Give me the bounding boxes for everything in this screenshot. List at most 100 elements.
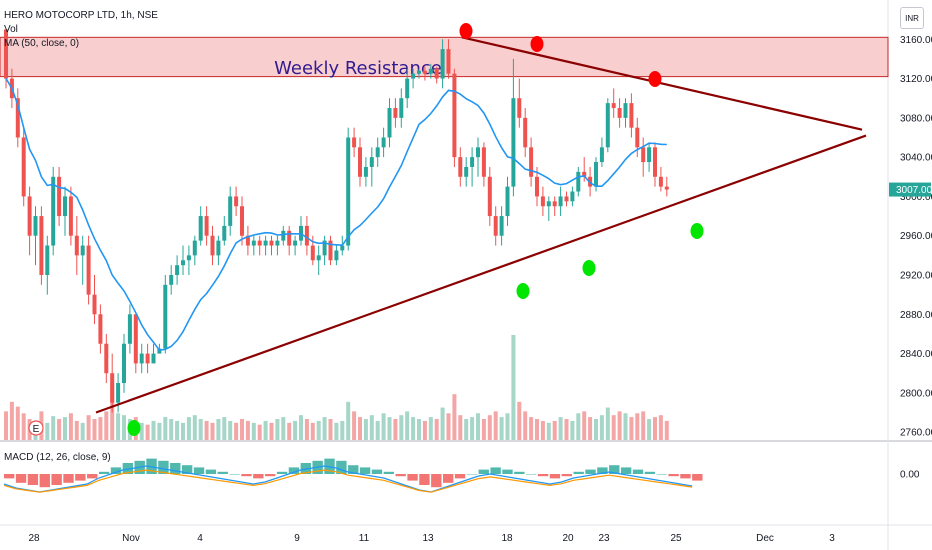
volume-bar <box>139 422 144 440</box>
volume-bar <box>387 417 392 440</box>
macd-histogram-bar <box>181 465 193 474</box>
candle-body <box>352 137 357 148</box>
volume-bar <box>452 394 457 440</box>
volume-bar <box>653 417 657 440</box>
volume-bar <box>381 413 386 440</box>
macd-histogram-bar <box>490 467 501 474</box>
candle-body <box>346 137 351 246</box>
volume-bar <box>535 419 539 440</box>
volume-bar <box>363 419 368 440</box>
volume-bar <box>322 417 327 440</box>
macd-histogram-bar <box>632 469 644 474</box>
volume-bar <box>605 407 610 440</box>
candle-body <box>393 108 398 118</box>
volume-bar <box>316 420 321 440</box>
candle-body <box>617 108 622 118</box>
macd-legend: MACD (12, 26, close, 9) <box>4 452 111 463</box>
macd-histogram-bar <box>265 474 276 477</box>
volume-bar <box>641 411 646 440</box>
earnings-marker-label: E <box>33 424 40 435</box>
candle-body <box>210 235 215 256</box>
macd-histogram-bar <box>526 474 537 475</box>
candle-body <box>304 225 309 246</box>
volume-bar <box>74 420 79 440</box>
candle-body <box>127 314 132 344</box>
macd-histogram-bar <box>371 469 383 474</box>
volume-bar <box>352 411 357 440</box>
volume-bar <box>9 401 14 440</box>
volume-bar <box>411 417 416 440</box>
candle-body <box>411 73 416 79</box>
volume-bar <box>470 417 475 440</box>
candle-body <box>405 78 410 99</box>
volume-bar <box>157 422 162 440</box>
price-tick-label: 2800.00 <box>900 388 932 399</box>
candle-body <box>417 70 421 74</box>
candle-body <box>122 343 126 384</box>
volume-bar <box>263 420 268 440</box>
macd-histogram-bar <box>51 474 62 485</box>
volume-bar <box>192 415 197 440</box>
macd-histogram-bar <box>122 463 134 474</box>
symbol-legend: HERO MOTOCORP LTD, 1h, NSE <box>4 10 158 21</box>
candle-body <box>564 196 569 202</box>
volume-bar <box>234 422 239 440</box>
macd-histogram-bar <box>98 471 110 474</box>
volume-bar <box>629 417 634 440</box>
resistance-trendline <box>461 36 863 131</box>
volume-bar <box>98 417 103 440</box>
green-marker-dot <box>582 260 596 276</box>
time-tick-label: 3 <box>829 533 835 544</box>
volume-bar <box>228 420 233 440</box>
volume-bar <box>334 422 339 440</box>
volume-bar <box>104 411 109 440</box>
macd-histogram-bar <box>241 474 252 477</box>
volume-bar <box>493 411 498 440</box>
volume-bar <box>204 420 209 440</box>
volume-bar <box>186 417 191 440</box>
volume-bar <box>658 415 663 440</box>
volume-bar <box>222 417 227 440</box>
red-marker-dot <box>530 36 544 52</box>
volume-bar <box>499 417 504 440</box>
candle-body <box>322 240 327 256</box>
volume-legend: Vol <box>4 24 18 35</box>
volume-bar <box>540 420 545 440</box>
macd-histogram-bar <box>514 471 525 474</box>
candle-body <box>535 176 539 197</box>
price-tick-label: 3040.00 <box>900 153 932 164</box>
candle-body <box>98 314 103 344</box>
candle-body <box>552 201 557 207</box>
volume-bar <box>210 422 215 440</box>
candle-body <box>375 147 380 158</box>
candle-body <box>653 147 657 177</box>
candle-body <box>92 294 97 315</box>
volume-bar <box>45 422 50 440</box>
volume-bar <box>257 424 262 440</box>
candle-body <box>269 240 274 246</box>
candle-body <box>4 29 8 79</box>
macd-histogram-bar <box>75 474 86 481</box>
candle-body <box>157 348 162 354</box>
candle-body <box>523 117 528 148</box>
candle-body <box>517 98 522 118</box>
time-tick-label: 13 <box>422 533 434 544</box>
candle-body <box>558 196 563 207</box>
candle-body <box>369 157 374 167</box>
price-tick-label: 2880.00 <box>900 310 932 321</box>
volume-bar <box>588 417 593 440</box>
candle-body <box>263 240 268 246</box>
candle-body <box>493 216 498 236</box>
time-tick-label: 9 <box>294 533 300 544</box>
volume-bar <box>505 413 510 440</box>
volume-bar <box>464 419 469 440</box>
candle-body <box>599 147 604 163</box>
price-tick-label: 2760.00 <box>900 428 932 439</box>
currency-badge[interactable]: INR <box>900 7 924 29</box>
volume-bar <box>529 417 534 440</box>
volume-bar <box>446 413 451 440</box>
macd-histogram-bar <box>407 474 418 481</box>
volume-bar <box>481 419 486 440</box>
time-tick-label: Nov <box>122 533 140 544</box>
